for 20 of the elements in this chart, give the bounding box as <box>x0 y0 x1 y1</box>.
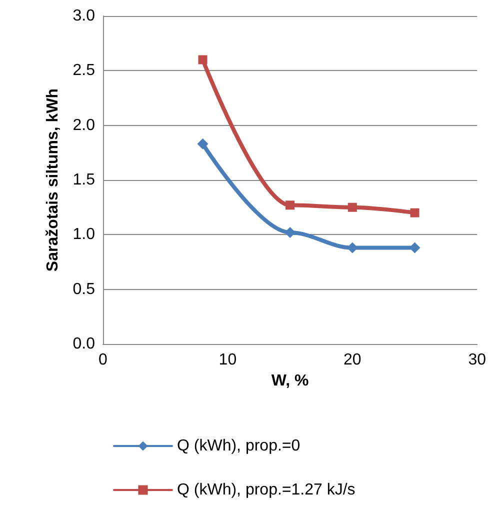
x-axis-title: W, % <box>271 372 309 390</box>
y-tick-label: 2.5 <box>72 62 96 80</box>
x-tick-label: 20 <box>344 352 362 368</box>
y-tick-label: 2.0 <box>72 116 96 134</box>
point <box>348 202 357 212</box>
y-axis-title: Saražotais siltums, kWh <box>44 88 62 272</box>
y-tick-label: 3.0 <box>72 8 96 24</box>
x-tick-label: 10 <box>218 352 237 368</box>
y-tick-label: 1.0 <box>72 226 96 244</box>
point <box>198 55 208 64</box>
y-tick-label: 0.5 <box>72 280 96 298</box>
point <box>410 208 420 218</box>
y-tick-label: 0.0 <box>72 336 96 352</box>
x-tick-label: 0 <box>98 352 108 368</box>
legend-label: Q (kWh), prop.=1.27 kJ/s <box>177 482 356 498</box>
point <box>197 138 208 150</box>
point <box>286 200 295 210</box>
y-tick-label: 1.5 <box>72 172 96 188</box>
legend-label: Q (kWh), prop.=0 <box>177 438 300 454</box>
x-tick-label: 30 <box>468 352 486 368</box>
